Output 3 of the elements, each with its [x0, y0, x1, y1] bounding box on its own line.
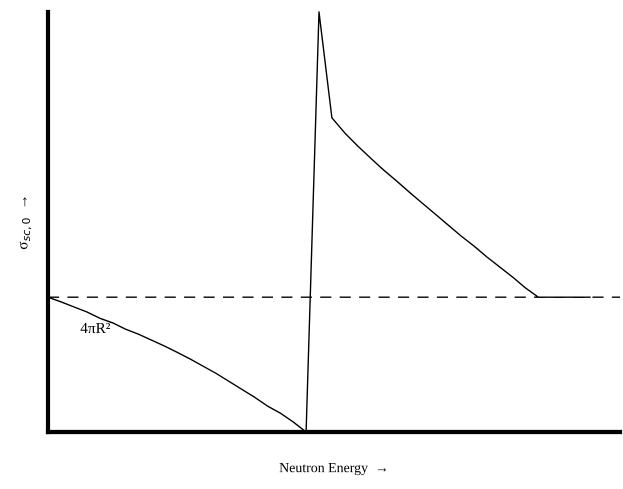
x-axis-title: Neutron Energy →: [280, 463, 386, 476]
y-axis-title: σ$_{sc,0}$ →: [20, 197, 32, 250]
ref-line-label: 4πR²: [80, 322, 110, 334]
